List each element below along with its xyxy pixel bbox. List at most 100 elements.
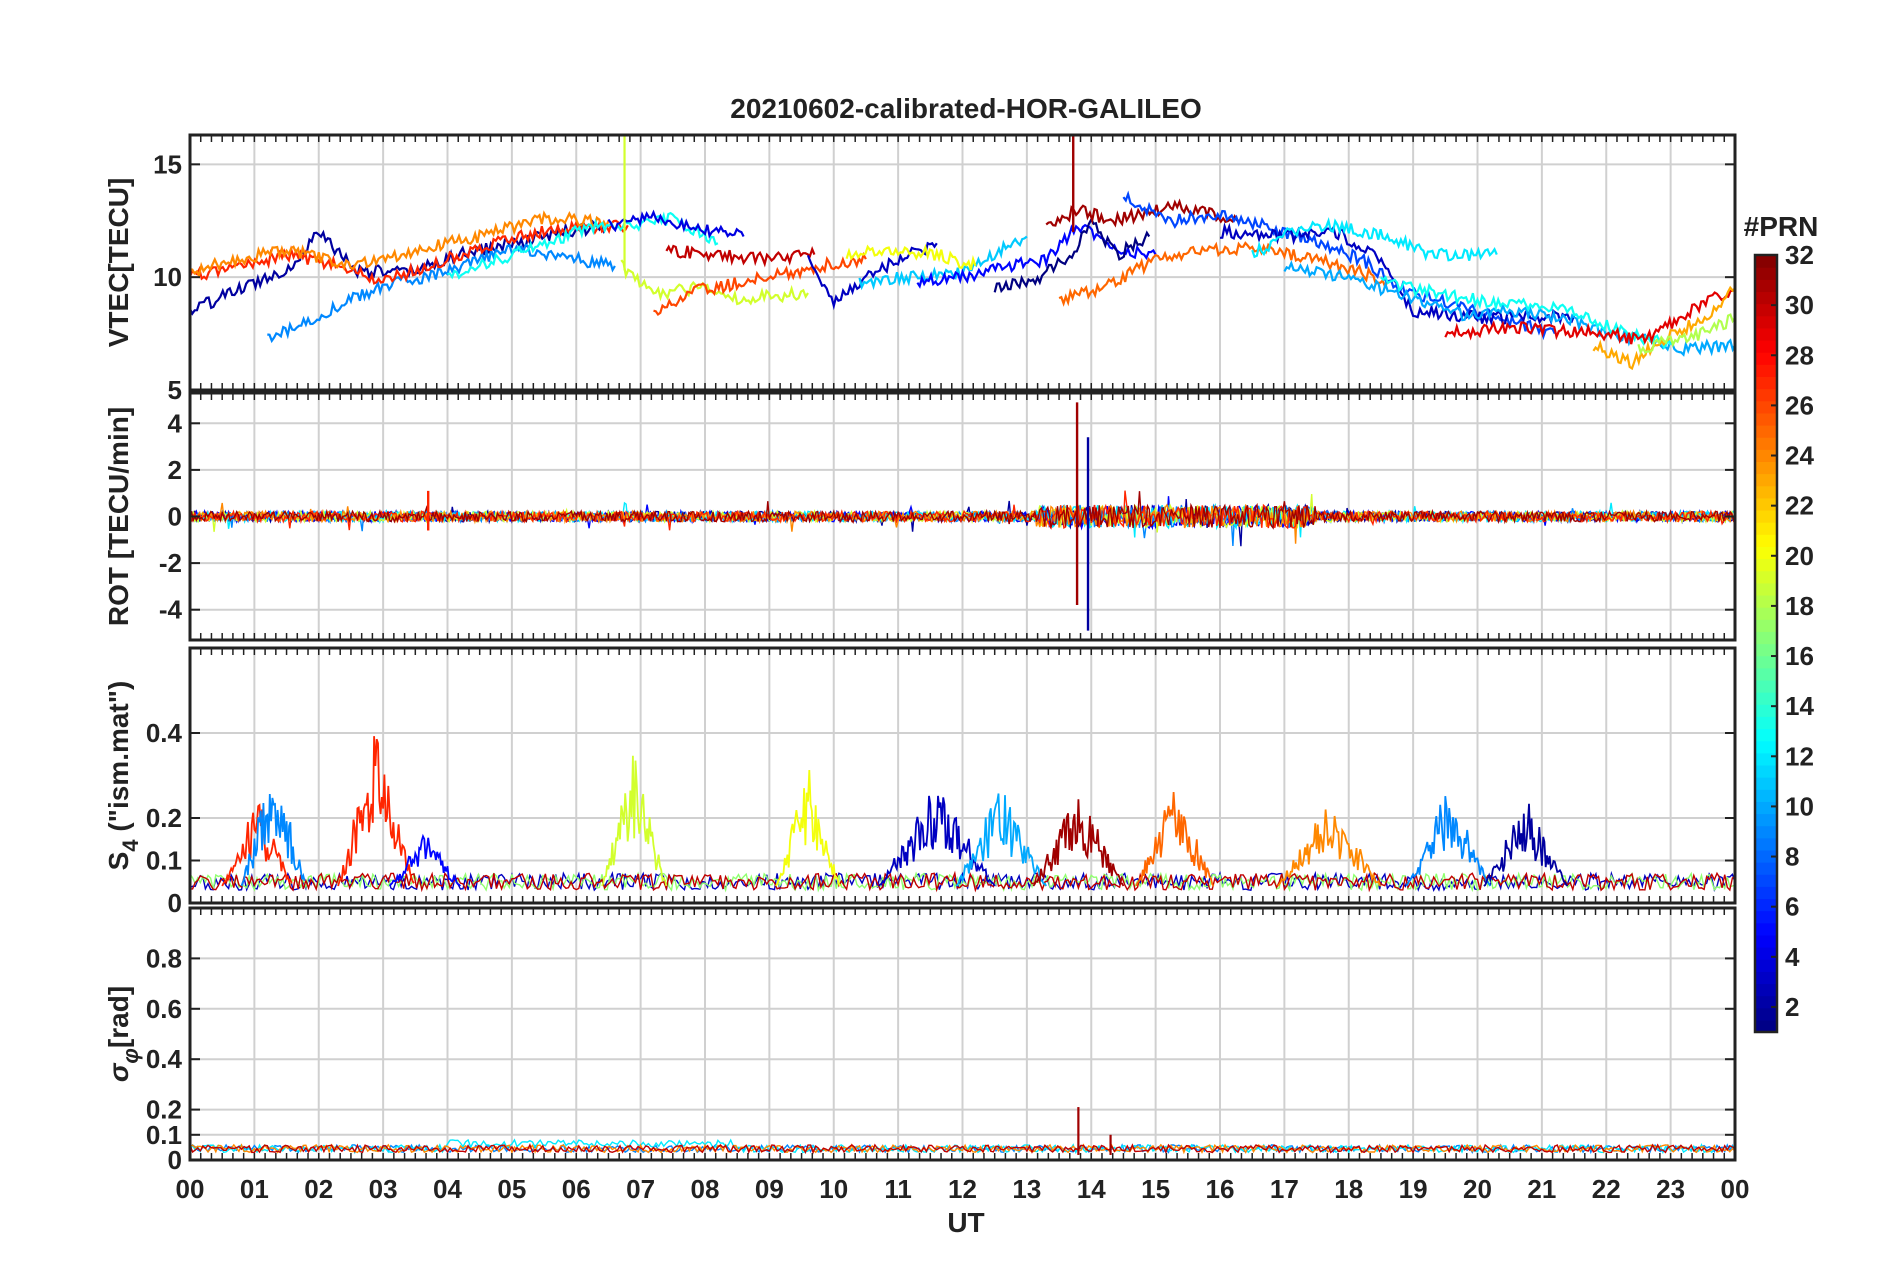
colorbar-segment [1755,667,1777,681]
x-tick-label: 15 [1141,1174,1170,1204]
vtec-series-prn-27 [190,218,629,285]
colorbar-tick-label: 28 [1785,340,1814,370]
y-axis-label-rot: ROT [TECU/min] [103,407,134,626]
colorbar-segment [1755,874,1777,887]
colorbar-segment [1755,339,1777,353]
colorbar-segment [1755,983,1777,997]
s4-burst-prn-31 [1032,799,1125,887]
y-tick-label: 0.8 [146,943,182,973]
colorbar-segment [1755,303,1777,317]
colorbar-segment [1755,631,1777,645]
colorbar-tick-label: 32 [1785,240,1814,270]
colorbar-segment [1755,437,1777,450]
colorbar-segment [1755,959,1777,972]
s4-burst-prn-27 [337,736,415,887]
y-tick-label: 0 [168,888,182,918]
panel-vtec: 5 10 15 VTEC[TECU] [103,133,1737,405]
vtec-series-prn-30 [665,244,816,268]
colorbar-segment [1755,400,1777,414]
data-vtec [190,135,1735,371]
colorbar-segment [1755,728,1777,742]
s4-burst-prn-27 [221,803,293,887]
colorbar-segment [1755,449,1777,462]
colorbar-segment [1755,376,1777,390]
colorbar-segment [1755,327,1777,341]
s4-burst-prn-2 [1483,803,1569,887]
minor-ticks-sigphi [189,908,1735,1161]
vtec-series-prn-24 [190,210,610,279]
colorbar-segment [1755,412,1777,426]
colorbar-segment [1755,1007,1777,1021]
colorbar-tick-label: 12 [1785,741,1814,771]
colorbar-segment [1755,716,1777,730]
y-tick-label: 0 [168,1145,182,1175]
colorbar-segment [1755,352,1777,365]
y-tick-label: 15 [153,149,182,179]
x-tick-label: 21 [1527,1174,1556,1204]
colorbar-segment [1755,849,1777,863]
x-tick-label: 17 [1270,1174,1299,1204]
x-tick-label: 07 [626,1174,655,1204]
s4-baseline-prn-30 [190,870,1735,893]
colorbar-tick-label: 6 [1785,892,1799,922]
s4-burst-prn-24 [1277,809,1382,887]
y-axis-label-vtec: VTEC[TECU] [103,178,134,348]
colorbar-segment [1755,424,1777,438]
vtec-series-prn-9 [267,243,616,344]
colorbar-segment [1755,388,1777,402]
x-tick-label: 19 [1399,1174,1428,1204]
colorbar-tick-label: 18 [1785,591,1814,621]
colorbar-segment [1755,655,1777,669]
colorbar-tick-label: 2 [1785,992,1799,1022]
y-tick-label: 0.6 [146,994,182,1024]
y-tick-label: 0.4 [146,718,183,748]
x-tick-label: 13 [1012,1174,1041,1204]
x-tick-label: 23 [1656,1174,1685,1204]
minor-ticks-s4 [189,648,1735,904]
colorbar-tick-label: 22 [1785,491,1814,521]
y-tick-label: 0.1 [146,1120,182,1150]
colorbar-segment [1755,582,1777,596]
colorbar-segment [1755,971,1777,985]
y-tick-label: 0.2 [146,803,182,833]
colorbar-segment [1755,255,1777,268]
colorbar-segment [1755,461,1777,475]
sigphi-series-prn-24 [190,1143,1735,1155]
vtec-series-prn-23 [1592,285,1735,371]
x-tick-label: 00 [176,1174,205,1204]
x-axis-label: UT [947,1207,984,1238]
x-tick-labels: 00 01 02 03 04 05 06 07 08 09 10 11 12 13 14 15 16 17 18 19… [176,1174,1750,1204]
colorbar-segment [1755,704,1777,717]
y-tick-label: -2 [159,548,182,578]
colorbar-segment [1755,279,1777,293]
s4-burst-prn-5 [388,833,462,887]
y-tick-label: 0.1 [146,846,182,876]
x-tick-label: 02 [304,1174,333,1204]
x-tick-label: 09 [755,1174,784,1204]
colorbar-tick-label: 10 [1785,791,1814,821]
x-tick-label: 04 [433,1174,462,1204]
vtec-series-prn-26 [653,251,867,317]
colorbar-tick-label: 8 [1785,842,1799,872]
colorbar-segment [1755,594,1777,608]
colorbar-segment [1755,886,1777,900]
colorbar-segment [1755,315,1777,329]
data-rot [190,402,1735,631]
vtec-series-prn-25 [1058,241,1389,307]
x-tick-label: 22 [1592,1174,1621,1204]
s4-burst-prn-25 [1135,792,1215,887]
vtec-series-prn-29 [1444,287,1735,346]
panel-s4: 0 0.1 0.2 0.4S4 ("ism.mat") [103,646,1737,918]
colorbar-tick-label: 24 [1785,441,1814,471]
x-tick-label: 11 [884,1174,912,1204]
colorbar-segment [1755,534,1777,547]
colorbar-segment [1755,643,1777,657]
colorbar-segment [1755,485,1777,499]
colorbar-label: #PRN [1744,211,1819,242]
y-tick-label: 2 [168,455,182,485]
x-tick-label: 14 [1077,1174,1106,1204]
x-tick-label: 18 [1334,1174,1363,1204]
y-tick-label: 5 [168,375,182,405]
